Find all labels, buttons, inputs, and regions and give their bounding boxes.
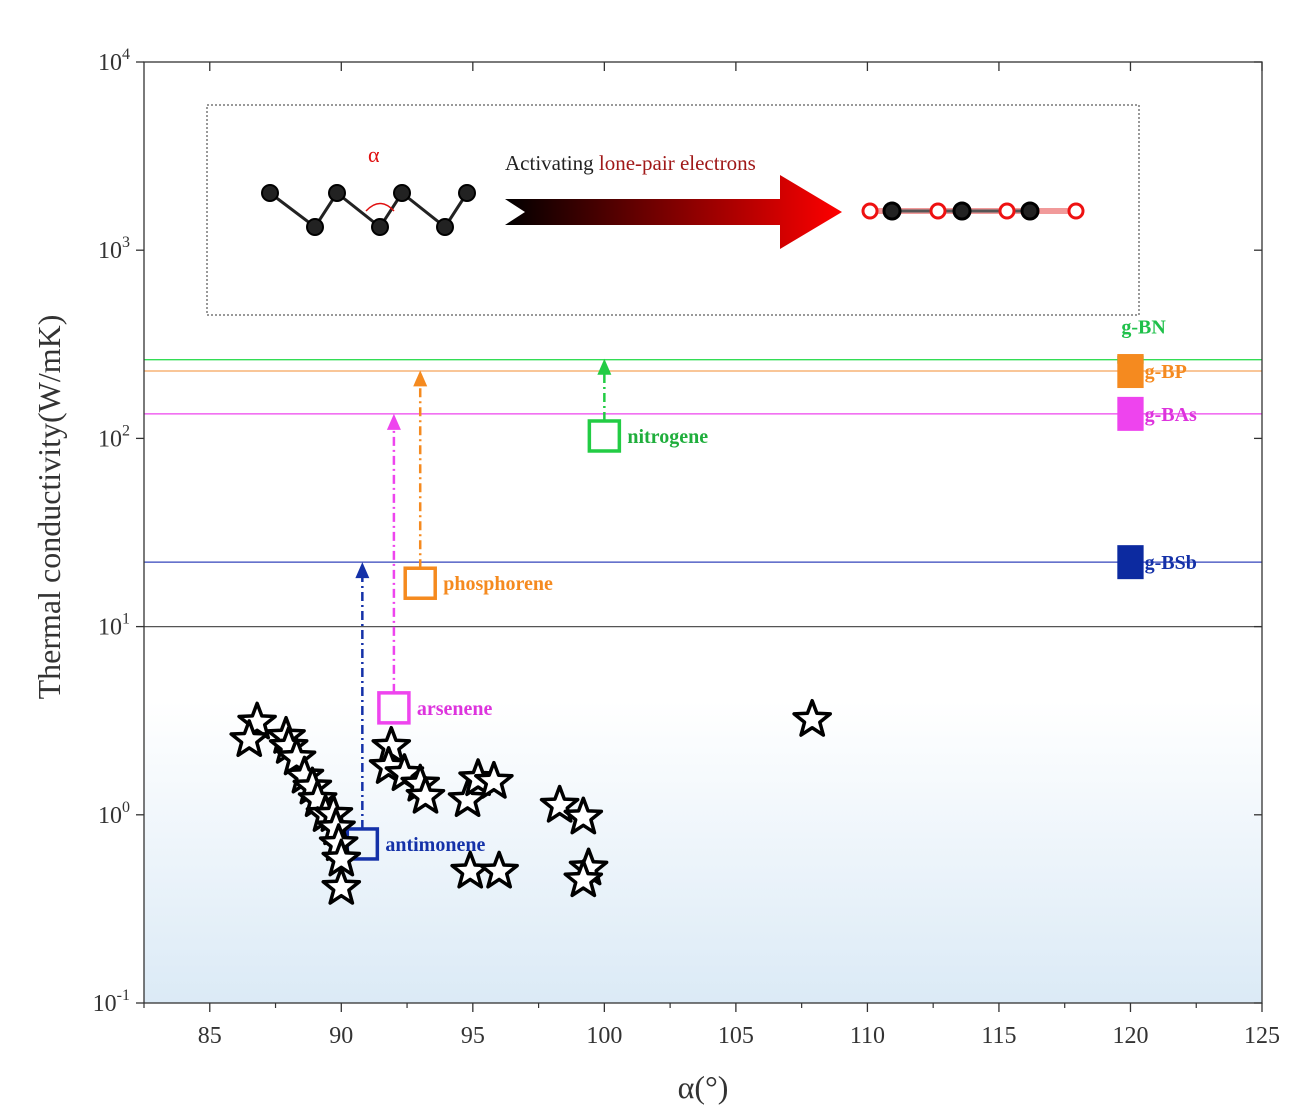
pnictogen-atom	[882, 201, 902, 221]
y-tick-label: 103	[98, 234, 130, 264]
reference-label-g-bas: g-BAs	[1145, 404, 1197, 426]
x-axis-label: α(°)	[678, 1069, 729, 1105]
label-arsenene: arsenene	[417, 698, 493, 720]
arrowhead-antimonene	[355, 562, 370, 579]
arrowhead-phosphorene	[413, 370, 428, 387]
inset-frame	[206, 104, 1140, 316]
y-tick-exponent: 1	[122, 611, 130, 628]
star-point	[474, 760, 514, 799]
marker-phosphorene	[403, 566, 437, 600]
x-tick-label: 115	[981, 1023, 1016, 1049]
buckled-atom	[393, 184, 411, 202]
star-point	[563, 859, 604, 898]
y-tick-base: 10	[98, 50, 122, 76]
y-tick-exponent: 4	[122, 46, 130, 63]
low-conductivity-shaded-region	[144, 701, 1262, 1003]
reference-label-g-bn: g-BN	[1121, 317, 1166, 339]
alpha-angle-label: α	[368, 142, 380, 167]
pnictogen-atom	[952, 201, 972, 221]
buckled-chain: α	[261, 142, 476, 236]
boron-atom	[998, 202, 1016, 220]
star-point	[276, 737, 317, 776]
buckled-atom	[261, 184, 279, 202]
y-tick-base: 10	[98, 238, 122, 264]
y-tick-label: 102	[98, 422, 130, 452]
star-point	[563, 796, 604, 835]
buckled-atom	[436, 218, 454, 236]
reference-label-g-bsb: g-BSb	[1145, 552, 1197, 574]
star-point	[479, 850, 519, 889]
y-tick-exponent: 3	[122, 234, 130, 251]
star-point	[237, 701, 277, 740]
y-tick-label: 104	[98, 46, 130, 76]
label-nitrogene: nitrogene	[627, 426, 708, 448]
y-tick-base: 10	[98, 803, 122, 829]
y-tick-base: 10	[93, 991, 117, 1017]
marker-arsenene	[377, 691, 411, 725]
star-point	[405, 775, 446, 814]
transformation-arrow	[505, 175, 842, 249]
y-tick-base: 10	[98, 426, 122, 452]
y-tick-exponent: 0	[122, 799, 130, 816]
arrowhead-arsenene	[386, 413, 401, 430]
label-phosphorene: phosphorene	[443, 573, 553, 595]
inset-schematic: α Activating lone-pair electrons	[206, 104, 1140, 316]
x-tick-label: 125	[1244, 1023, 1280, 1049]
star-point	[321, 866, 362, 905]
boron-atom	[929, 202, 947, 220]
y-tick-label: 101	[98, 611, 130, 641]
buckled-atom	[328, 184, 346, 202]
y-tick-base: 10	[98, 615, 122, 641]
y-tick-exponent: 2	[122, 422, 130, 439]
star-point	[792, 698, 832, 737]
planar-chain	[861, 201, 1085, 221]
x-tick-label: 95	[461, 1023, 485, 1049]
y-axis-label: Thermal conductivity(W/mK)	[31, 315, 67, 700]
star-point	[539, 784, 580, 823]
plot-frame	[143, 61, 1263, 1004]
reference-bar-g-bas	[1117, 396, 1144, 431]
pnictogen-atom	[1020, 201, 1040, 221]
inset-caption: Activating lone-pair electrons	[505, 151, 756, 175]
arrowhead-nitrogene	[597, 358, 612, 375]
boron-atom	[1067, 202, 1085, 220]
reference-bar-g-bp	[1117, 354, 1144, 389]
x-tick-label: 85	[198, 1023, 222, 1049]
x-tick-label: 90	[329, 1023, 353, 1049]
marker-nitrogene	[587, 419, 622, 453]
reference-bar-g-bsb	[1117, 545, 1144, 580]
buckled-atom	[306, 218, 324, 236]
x-tick-label: 110	[850, 1023, 885, 1049]
reference-label-g-bp: g-BP	[1145, 361, 1187, 383]
x-tick-label: 100	[586, 1023, 622, 1049]
y-tick-label: 10-1	[93, 987, 130, 1017]
boron-atom	[861, 202, 879, 220]
x-tick-label: 105	[718, 1023, 754, 1049]
y-tick-exponent: -1	[117, 987, 130, 1004]
y-tick-label: 100	[98, 799, 130, 829]
buckled-atom	[371, 218, 389, 236]
x-tick-label: 120	[1112, 1023, 1148, 1049]
alpha-angle-arc	[365, 202, 395, 212]
label-antimonene: antimonene	[385, 834, 485, 856]
star-point	[229, 719, 270, 758]
buckled-atom	[458, 184, 476, 202]
star-point	[447, 779, 488, 818]
